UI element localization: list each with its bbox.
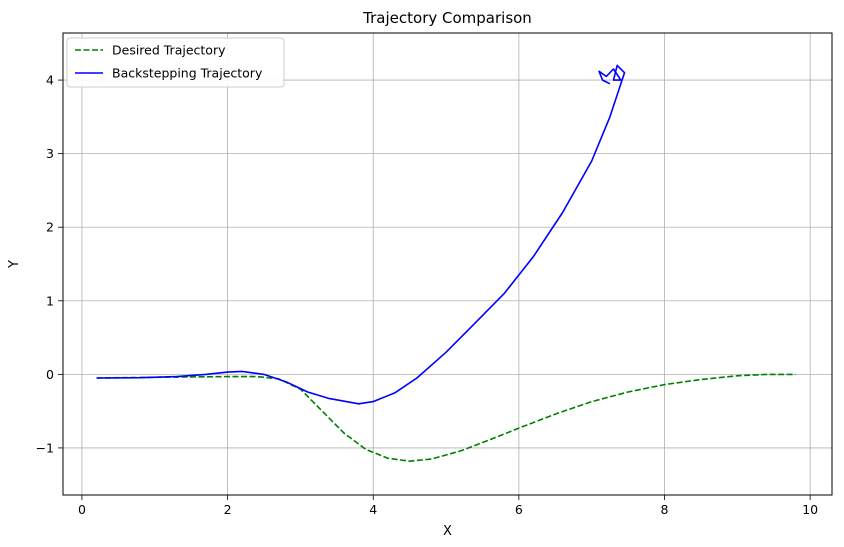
x-tick-label: 8 (661, 502, 669, 517)
y-axis-label: Y (7, 260, 22, 269)
x-tick-label: 0 (78, 502, 86, 517)
y-tick-label: 0 (46, 367, 54, 382)
series-layer (96, 64, 796, 462)
y-tick-label: 3 (46, 146, 54, 161)
y-tick-label: 1 (46, 293, 54, 308)
desired-trajectory-line (96, 373, 796, 462)
x-axis-label: X (443, 524, 452, 539)
chart-title: Trajectory Comparison (362, 9, 532, 27)
legend: Desired Trajectory Backstepping Trajecto… (66, 37, 285, 88)
legend-label-desired-trajectory: Desired Trajectory (112, 43, 226, 58)
grid-lines (63, 33, 832, 495)
backstepping-trajectory-line (96, 64, 626, 405)
x-tick-label: 4 (369, 502, 377, 517)
x-tick-label: 6 (515, 502, 523, 517)
y-tick-label: 2 (46, 220, 54, 235)
y-tick-label: −1 (36, 440, 54, 455)
legend-label-backstepping-trajectory: Backstepping Trajectory (112, 66, 263, 81)
x-tick-label: 10 (802, 502, 818, 517)
legend-box (66, 37, 285, 88)
axis-ticks: 0 2 4 6 8 10 −1 0 1 2 3 4 (36, 73, 819, 517)
x-tick-label: 2 (224, 502, 232, 517)
plot-area-frame (62, 32, 833, 496)
y-tick-label: 4 (46, 73, 54, 88)
